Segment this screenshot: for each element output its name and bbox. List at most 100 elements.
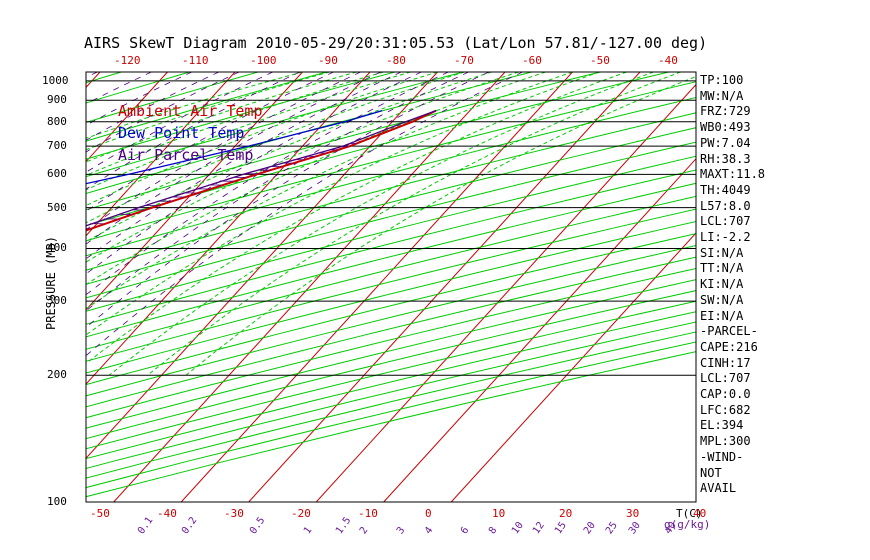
temp-tick-bottom: 20 [559,507,573,520]
isotherm-line [248,72,641,502]
temp-tick-top: -60 [522,54,542,67]
temp-tick-bottom: -20 [291,507,311,520]
moist-adiabat-line [108,72,654,376]
sounding-index-item: AVAIL [700,481,737,496]
sounding-index-item: SI:N/A [700,245,744,260]
isotherm-line [315,83,696,502]
temp-tick-top: -40 [658,54,678,67]
pressure-tick-label: 600 [47,167,67,181]
temp-tick-top: -100 [250,54,277,67]
isobars [86,80,696,503]
sounding-index-item: CINH:17 [700,355,751,370]
sounding-index-item: EL:394 [700,418,744,433]
dry-adiabat-line [86,195,696,350]
temp-tick-top: -110 [182,54,209,67]
pressure-tick-label: 200 [47,368,67,382]
dry-adiabat-line [86,112,696,271]
dry-adiabat-line [86,221,696,374]
x-axis-unit: T(C) [676,507,703,520]
temp-tick-bottom: -10 [358,507,378,520]
dry-adiabat-line [86,72,327,142]
isotherm-line [86,72,236,237]
series-line-2 [86,110,437,227]
pressure-tick-label: 400 [47,241,67,255]
sounding-index-item: LI:-2.2 [700,230,751,244]
sounding-index-item: TT:N/A [700,261,744,276]
temp-tick-bottom: -40 [157,507,177,520]
plot-frame [85,71,697,503]
legend-dewpoint: Dew Point Temp [118,124,245,142]
mixing-ratio-unit: g(g/kg) [664,518,711,531]
isotherm-line [86,72,438,460]
sounding-index-item: PW:7.04 [700,135,751,150]
sounding-index-item: CAP:0.0 [700,387,751,401]
dry-adiabat-line [86,290,696,440]
sounding-index-item: -PARCEL- [700,324,758,339]
temp-tick-top: -90 [318,54,338,67]
sounding-index-item: SW:N/A [700,292,744,307]
legend-parcel: Air Parcel Temp [118,146,254,164]
temp-tick-top: -120 [114,54,141,67]
pressure-tick-label: 900 [47,93,67,107]
dry-adiabat-line [86,321,696,470]
dry-adiabat-line [86,72,190,104]
sounding-index-item: TP:100 [700,73,744,87]
sounding-index-item: L57:8.0 [700,198,751,213]
dry-adiabat-line [86,72,259,123]
dry-adiabat-line [86,81,696,242]
dry-adiabat-line [86,182,696,338]
sounding-index-item: WB0:493 [700,120,751,135]
sounding-index-item: MW:N/A [700,88,744,103]
moist-adiabat-line [86,72,573,310]
chart-title: AIRS SkewT Diagram 2010-05-29/20:31:05.5… [84,34,708,52]
sounding-index-item: RH:38.3 [700,151,751,166]
pressure-tick-label: 300 [47,294,67,308]
series-line-1 [86,110,383,185]
moist-adiabat-line [86,72,438,207]
moist-adiabat-line [86,72,465,224]
temp-tick-top: -80 [386,54,406,67]
sounding-index-item: -WIND- [700,449,744,464]
dry-adiabat-line [86,300,696,450]
moist-adiabat-line [86,72,627,365]
dry-adiabat-line [86,245,696,397]
sounding-index-item: LCL:707 [700,214,751,229]
isotherm-line [0,72,33,502]
moist-adiabat-line [86,72,546,286]
dry-adiabat-line [86,155,696,312]
moist-adiabat-line [147,72,681,376]
sounding-index-item: LFC:682 [700,402,751,417]
temp-tick-bottom: 40 [693,507,707,520]
dry-adiabat-line [86,268,696,419]
moist-adiabat-line [185,75,696,376]
sounding-index-item: CAPE:216 [700,339,758,354]
dry-adiabat-line [86,72,601,211]
dry-adiabat-line [86,256,696,408]
temp-tick-top: -70 [454,54,474,67]
dry-adiabat-line [86,72,464,178]
sounding-index-item: TH:4049 [700,182,751,197]
isotherm-line [450,232,696,502]
temp-tick-bottom: 30 [626,507,640,520]
moist-adiabat-line [86,72,600,336]
temp-tick-bottom: 10 [492,507,506,520]
isotherm-line [86,72,303,311]
sounding-index-item: KI:N/A [700,277,744,292]
pressure-tick-label: 500 [47,200,67,214]
isotherm-line [113,72,506,502]
dry-adiabat-line [86,279,696,429]
moist-adiabat-line [86,72,411,191]
temp-tick-bottom: -50 [90,507,110,520]
legend-ambient: Ambient Air Temp [118,102,263,120]
grid-lines [0,72,696,502]
dry-adiabat-line [86,169,696,325]
temp-tick-bottom: 0 [425,507,432,520]
dry-adiabat-line [86,141,696,299]
moist-adiabat-line [86,72,492,243]
moist-adiabat-line [86,72,384,176]
series-group [86,109,437,232]
dry-adiabat-line [86,311,696,460]
dry-adiabat-line [86,233,696,386]
pressure-tick-label: 800 [47,114,67,128]
